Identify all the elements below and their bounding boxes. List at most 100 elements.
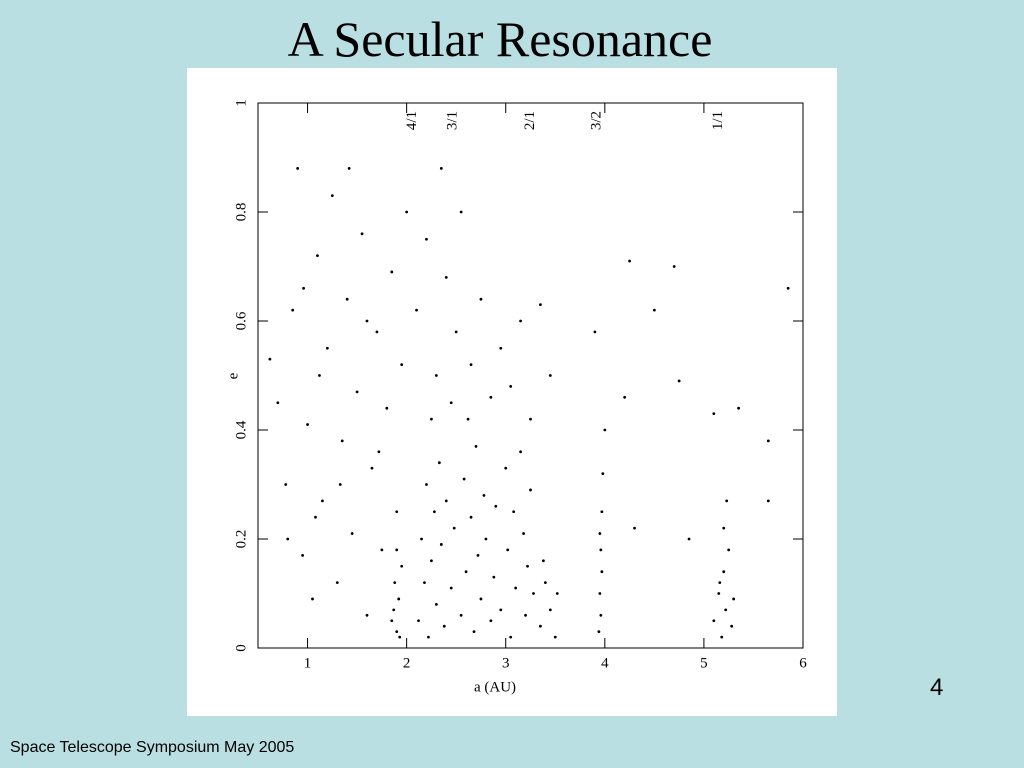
point	[442, 624, 446, 628]
point	[512, 510, 516, 514]
point	[484, 537, 488, 541]
point	[677, 379, 681, 383]
x-tick-label: 1	[304, 655, 312, 671]
point	[302, 286, 305, 290]
plot-frame	[257, 102, 804, 649]
point	[390, 270, 394, 274]
point	[469, 515, 473, 519]
point	[284, 483, 288, 486]
y-tick-label: 1	[233, 99, 249, 107]
chart: a (AU) e 1 2 3 4 5 6 0 0.2 0.4 0.6 0.8 1 4/1 3/1 2/1 3/…	[187, 68, 837, 716]
point	[469, 363, 473, 366]
point	[476, 553, 480, 557]
point	[397, 597, 401, 601]
point	[509, 635, 513, 639]
point	[492, 575, 496, 579]
point	[427, 635, 430, 639]
point	[430, 417, 433, 421]
point	[529, 488, 532, 492]
x-tick-label: 3	[502, 655, 510, 671]
footer: Space Telescope Symposium May 2005	[10, 739, 295, 756]
point	[449, 586, 453, 590]
resonance-label: 3/1	[445, 111, 461, 130]
point	[417, 619, 420, 623]
point	[593, 330, 597, 334]
point	[543, 581, 547, 584]
x-tick-label: 2	[403, 655, 411, 671]
point	[539, 303, 542, 307]
point	[499, 346, 503, 350]
point	[720, 635, 724, 639]
point	[437, 461, 441, 465]
resonance-label: 4/1	[404, 111, 420, 130]
point	[499, 608, 503, 612]
point	[301, 553, 304, 557]
point	[296, 167, 300, 170]
y-tick-label: 0	[233, 644, 249, 652]
point	[330, 194, 334, 198]
point	[365, 319, 369, 323]
point	[268, 357, 272, 361]
page-number: 4	[930, 674, 944, 701]
point	[555, 592, 559, 595]
point	[541, 559, 545, 563]
point	[474, 444, 478, 448]
point	[415, 308, 418, 312]
point	[420, 537, 423, 541]
point	[506, 548, 510, 552]
x-axis-label: a (AU)	[474, 679, 516, 695]
point	[392, 608, 396, 612]
point	[400, 564, 404, 568]
point	[385, 406, 389, 410]
point	[395, 630, 399, 634]
point	[306, 423, 309, 426]
resonance-label: 1/1	[710, 111, 726, 130]
point	[672, 265, 676, 268]
point	[459, 210, 463, 214]
point	[687, 537, 691, 541]
point	[434, 374, 438, 377]
point	[425, 237, 428, 241]
point	[345, 297, 349, 301]
point	[718, 581, 722, 584]
point	[432, 510, 436, 514]
point	[652, 308, 656, 312]
point	[400, 363, 404, 366]
point	[350, 532, 354, 535]
point	[377, 450, 381, 454]
point	[318, 374, 321, 377]
point	[732, 597, 736, 601]
point	[466, 417, 470, 421]
point	[395, 548, 399, 552]
point	[548, 608, 552, 612]
point	[380, 548, 384, 552]
point	[444, 276, 448, 279]
y-tick-label: 0.4	[233, 420, 249, 439]
point	[482, 494, 486, 497]
point	[539, 624, 542, 628]
point	[393, 581, 397, 584]
x-tick-label: 4	[601, 655, 609, 671]
point	[325, 346, 329, 350]
point	[449, 401, 453, 405]
point	[370, 466, 374, 470]
point	[553, 635, 557, 639]
point	[347, 167, 351, 170]
y-tick-label: 0.2	[233, 530, 249, 549]
point	[479, 597, 483, 601]
point	[340, 439, 344, 443]
point	[509, 385, 513, 388]
point	[597, 630, 601, 634]
point	[489, 619, 493, 623]
point	[360, 232, 364, 236]
point	[316, 254, 319, 257]
point	[603, 428, 607, 432]
point	[786, 286, 790, 290]
point	[601, 472, 605, 475]
point	[722, 570, 726, 574]
point	[454, 330, 458, 334]
y-tick-label: 0.6	[233, 311, 249, 330]
point	[439, 167, 443, 170]
point	[276, 401, 280, 405]
